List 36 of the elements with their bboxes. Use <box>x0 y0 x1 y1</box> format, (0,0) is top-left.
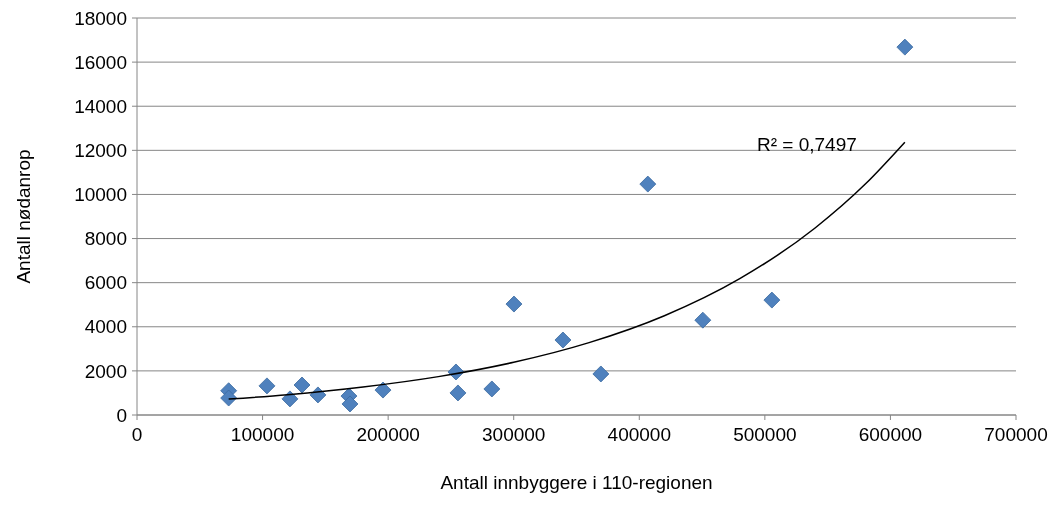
point <box>483 380 501 398</box>
y-axis-title: Antall nødanrop <box>13 149 34 284</box>
y-tick-label: 8000 <box>84 228 127 250</box>
y-tick-label: 10000 <box>74 184 127 206</box>
point <box>449 384 467 402</box>
point <box>293 376 311 394</box>
point <box>639 175 657 193</box>
point <box>694 311 712 329</box>
y-tick-label: 16000 <box>74 51 127 73</box>
point <box>258 377 276 395</box>
point <box>341 395 359 413</box>
point <box>592 365 610 383</box>
y-tick-label: 14000 <box>74 95 127 117</box>
x-tick-label: 100000 <box>230 424 295 445</box>
point <box>281 390 299 408</box>
x-axis-title: Antall innbyggere i 110-regionen <box>440 472 713 493</box>
x-tick-label: 0 <box>131 424 143 445</box>
y-tick-label: 2000 <box>84 360 127 382</box>
point <box>896 38 914 56</box>
x-tick-label: 500000 <box>733 424 797 445</box>
y-tick-label: 6000 <box>84 272 127 294</box>
point <box>220 389 238 407</box>
x-tick-label: 200000 <box>356 424 420 445</box>
y-tick-label: 4000 <box>84 316 127 338</box>
annotation: R² = 0,7497 <box>757 133 857 155</box>
point <box>374 381 392 399</box>
y-tick-label: 0 <box>116 404 127 426</box>
x-tick-label: 600000 <box>858 424 923 445</box>
y-tick-label: 18000 <box>74 7 127 29</box>
y-tick-label: 12000 <box>74 139 127 161</box>
x-tick-label: 700000 <box>984 424 1048 445</box>
point <box>763 291 781 309</box>
point <box>554 331 572 349</box>
point <box>505 295 523 313</box>
x-tick-label: 400000 <box>607 424 671 445</box>
x-tick-label: 300000 <box>482 424 546 445</box>
